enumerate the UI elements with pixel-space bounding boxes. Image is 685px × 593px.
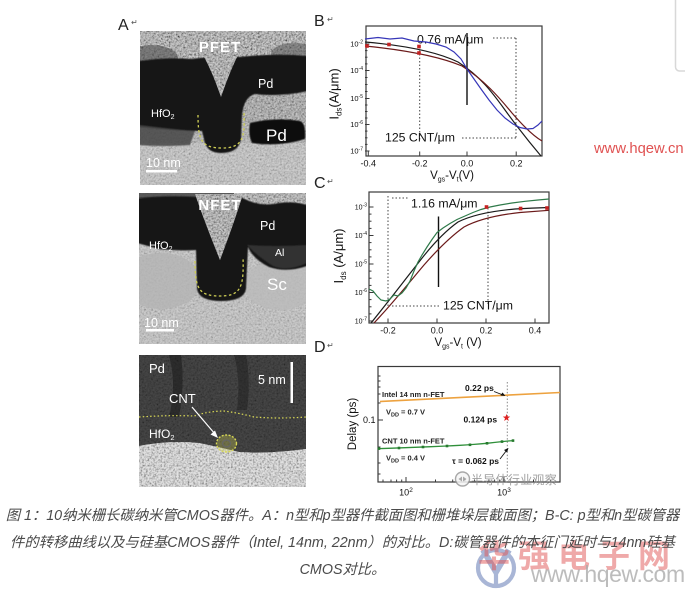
svg-text:www.hqew.cn: www.hqew.cn	[593, 141, 684, 157]
svg-text:0.2: 0.2	[480, 326, 493, 336]
svg-text:C: C	[314, 175, 326, 192]
svg-text:↵: ↵	[131, 18, 138, 27]
svg-text:10-7: 10-7	[350, 147, 363, 156]
svg-text:10-5: 10-5	[355, 260, 367, 269]
svg-text:10-4: 10-4	[350, 66, 363, 75]
svg-text:0.76 mA/μm: 0.76 mA/μm	[417, 33, 484, 47]
svg-text:D: D	[314, 339, 326, 356]
svg-text:0.4: 0.4	[529, 326, 542, 336]
svg-text:125 CNT/μm: 125 CNT/μm	[443, 299, 513, 313]
svg-text:Pd: Pd	[266, 126, 287, 145]
svg-text:VDD = 0.7 V: VDD = 0.7 V	[386, 408, 425, 419]
svg-text:HfO2: HfO2	[149, 427, 175, 442]
svg-text:0.22 ps: 0.22 ps	[465, 383, 494, 393]
svg-text:10-5: 10-5	[350, 94, 363, 103]
svg-text:1.16 mA/μm: 1.16 mA/μm	[411, 197, 478, 211]
svg-text:↵: ↵	[327, 341, 334, 350]
svg-text:CNT 10 nm n-FET: CNT 10 nm n-FET	[382, 437, 445, 446]
svg-text:10 nm: 10 nm	[146, 156, 181, 170]
svg-text:10 nm: 10 nm	[144, 316, 179, 330]
svg-text:0.0: 0.0	[461, 159, 474, 169]
svg-text:10-3: 10-3	[355, 203, 367, 212]
svg-text:0.2: 0.2	[510, 159, 523, 169]
svg-text:-0.2: -0.2	[412, 159, 428, 169]
svg-text:Delay (ps): Delay (ps)	[347, 398, 359, 451]
svg-text:Pd: Pd	[149, 361, 165, 376]
svg-text:半导体行业观察: 半导体行业观察	[471, 471, 557, 488]
svg-text:B: B	[314, 13, 325, 30]
svg-text:125 CNT/μm: 125 CNT/μm	[385, 131, 455, 145]
svg-text:-0.4: -0.4	[361, 159, 377, 169]
svg-text:CNT: CNT	[169, 391, 196, 406]
svg-text:Pd: Pd	[258, 77, 273, 91]
svg-text:Ids (A/μm): Ids (A/μm)	[331, 229, 348, 284]
svg-text:Al: Al	[275, 247, 284, 259]
svg-text:Intel 14 nm n-FET: Intel 14 nm n-FET	[382, 390, 445, 399]
svg-text:0.0: 0.0	[431, 326, 444, 336]
svg-text:10-6: 10-6	[350, 120, 363, 129]
svg-text:0.124 ps: 0.124 ps	[464, 415, 498, 425]
svg-text:10-4: 10-4	[355, 231, 367, 240]
svg-text:103: 103	[497, 487, 511, 498]
svg-text:5 nm: 5 nm	[258, 373, 286, 387]
svg-text:A: A	[118, 17, 129, 34]
svg-text:Vgs-Vt (V): Vgs-Vt (V)	[434, 337, 481, 351]
svg-text:10-6: 10-6	[355, 288, 367, 297]
svg-text:Ids(A/μm): Ids(A/μm)	[327, 68, 344, 119]
svg-text:www.hqew.com: www.hqew.com	[530, 561, 685, 587]
svg-text:↵: ↵	[327, 177, 334, 186]
svg-text:NFET: NFET	[198, 197, 241, 214]
svg-text:Pd: Pd	[260, 219, 275, 233]
svg-text:HfO2: HfO2	[149, 240, 173, 253]
svg-text:10-2: 10-2	[350, 40, 363, 49]
svg-text:Sc: Sc	[267, 275, 287, 294]
svg-text:↵: ↵	[327, 15, 334, 24]
svg-text:Vgs-Vt(V): Vgs-Vt(V)	[430, 170, 474, 184]
svg-text:PFET: PFET	[199, 39, 241, 56]
svg-text:10-7: 10-7	[355, 317, 367, 326]
svg-text:华强电子网: 华强电子网	[478, 531, 678, 577]
svg-text:-0.2: -0.2	[380, 326, 396, 336]
svg-text:τ = 0.062 ps: τ = 0.062 ps	[452, 456, 499, 466]
svg-text:VDD = 0.4 V: VDD = 0.4 V	[386, 454, 425, 465]
svg-text:HfO2: HfO2	[151, 108, 175, 121]
svg-text:0.1: 0.1	[363, 415, 376, 425]
svg-text:102: 102	[399, 487, 413, 498]
